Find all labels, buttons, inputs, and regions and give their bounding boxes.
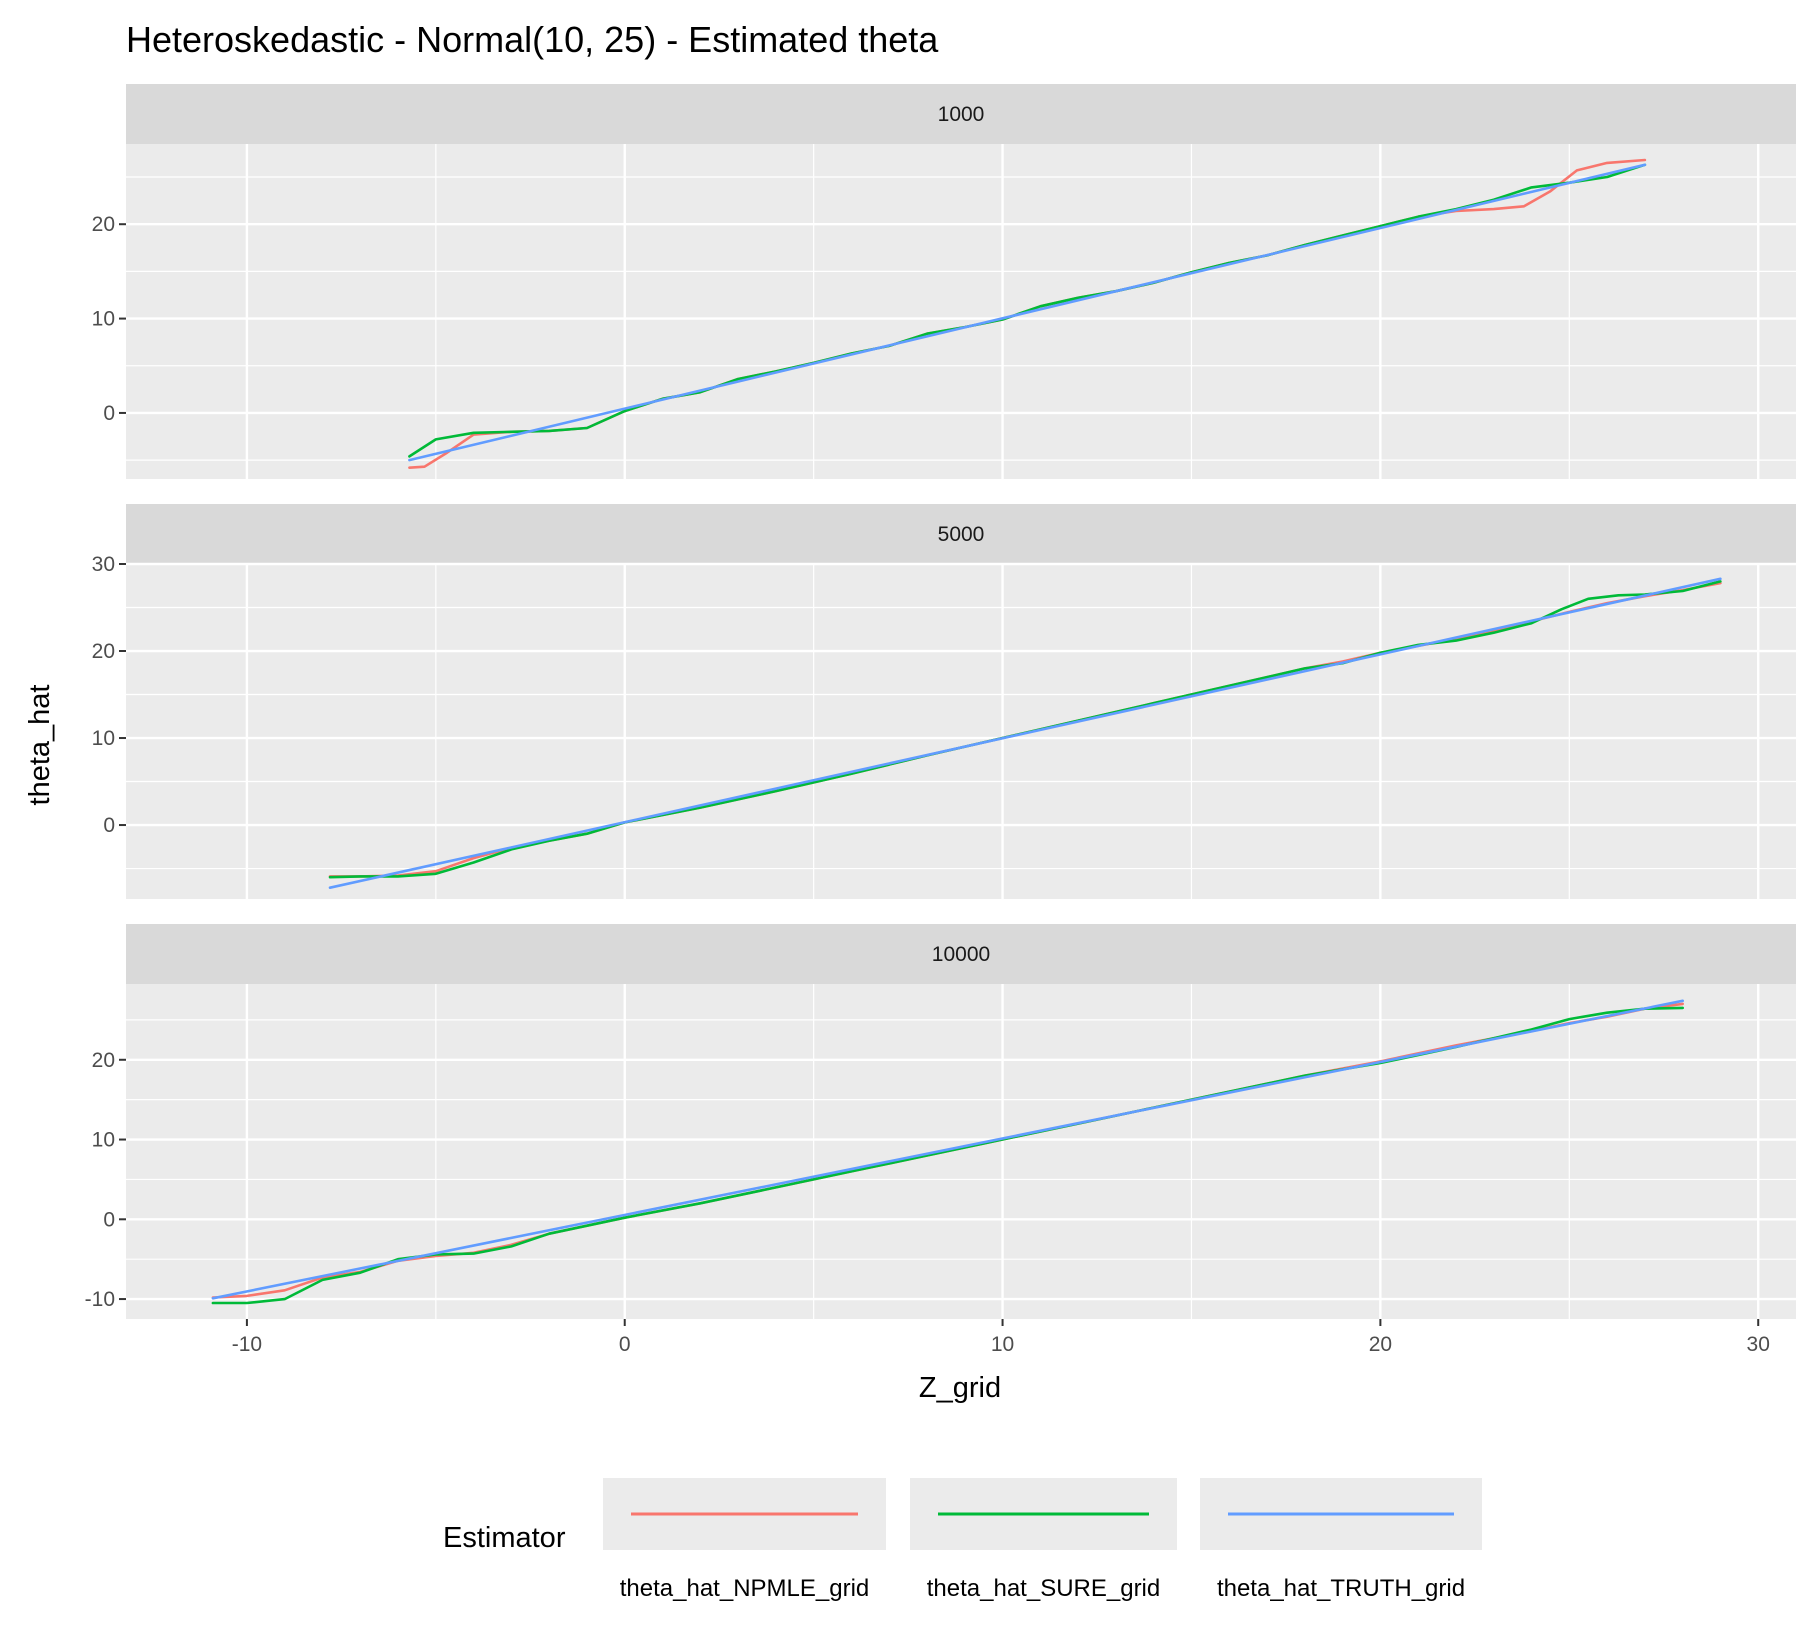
y-tick-label: 10	[92, 308, 115, 331]
x-tick-label: -10	[232, 1333, 262, 1356]
series-group	[328, 577, 1722, 889]
facet-strip-label: 5000	[938, 523, 985, 546]
y-axis-title: theta_hat	[24, 685, 56, 806]
series-line-theta-hat-truth-grid	[211, 999, 1684, 1300]
y-tick-label: 0	[103, 402, 115, 425]
y-tick-label: 10	[92, 1129, 115, 1152]
legend-entry-theta-hat-npmle-grid: theta_hat_NPMLE_grid	[603, 1478, 886, 1602]
legend-entry-theta-hat-sure-grid: theta_hat_SURE_grid	[910, 1478, 1177, 1602]
x-axis: -10 0 10 20 30	[232, 1319, 1770, 1356]
y-tick-label: 20	[92, 640, 115, 663]
facet-strip	[126, 924, 1796, 984]
facet-strip-label: 10000	[932, 943, 990, 966]
series-line-theta-hat-truth-grid	[408, 163, 1647, 462]
x-tick-label: 30	[1747, 1333, 1770, 1356]
facet-strip	[126, 84, 1796, 144]
panel-background	[126, 144, 1796, 479]
facet-strip-label: 1000	[938, 103, 985, 126]
y-tick-label: 30	[92, 553, 115, 576]
panel-background	[126, 564, 1796, 899]
legend-entry-theta-hat-truth-grid: theta_hat_TRUTH_grid	[1200, 1478, 1482, 1602]
legend-label: theta_hat_TRUTH_grid	[1217, 1575, 1465, 1602]
legend-title: Estimator	[443, 1522, 566, 1554]
y-tick-label: 0	[103, 814, 115, 837]
y-tick-label: -10	[85, 1288, 115, 1311]
x-axis-title: Z_grid	[919, 1372, 1001, 1404]
x-tick-label: 10	[991, 1333, 1014, 1356]
legend-label: theta_hat_NPMLE_grid	[620, 1575, 870, 1602]
y-tick-label: 10	[92, 727, 115, 750]
panel-background	[126, 984, 1796, 1319]
series-group	[408, 158, 1647, 469]
y-tick-label: 20	[92, 213, 115, 236]
facet-panel-10000: 10000 -10 0 10 20	[85, 924, 1796, 1319]
y-tick-label: 20	[92, 1049, 115, 1072]
facet-strip	[126, 504, 1796, 564]
y-tick-label: 0	[103, 1208, 115, 1231]
legend: Estimator theta_hat_NPMLE_grid theta_hat_…	[443, 1478, 1482, 1602]
facet-panel-1000: 1000 0 10 20	[92, 84, 1796, 479]
x-tick-label: 20	[1369, 1333, 1392, 1356]
chart-title: Heteroskedastic - Normal(10, 25) - Estim…	[126, 19, 939, 60]
series-group	[211, 999, 1684, 1305]
facet-panel-5000: 5000 0 10 20 30	[92, 504, 1796, 899]
series-line-theta-hat-truth-grid	[328, 577, 1722, 889]
legend-label: theta_hat_SURE_grid	[927, 1575, 1160, 1602]
x-tick-label: 0	[619, 1333, 631, 1356]
